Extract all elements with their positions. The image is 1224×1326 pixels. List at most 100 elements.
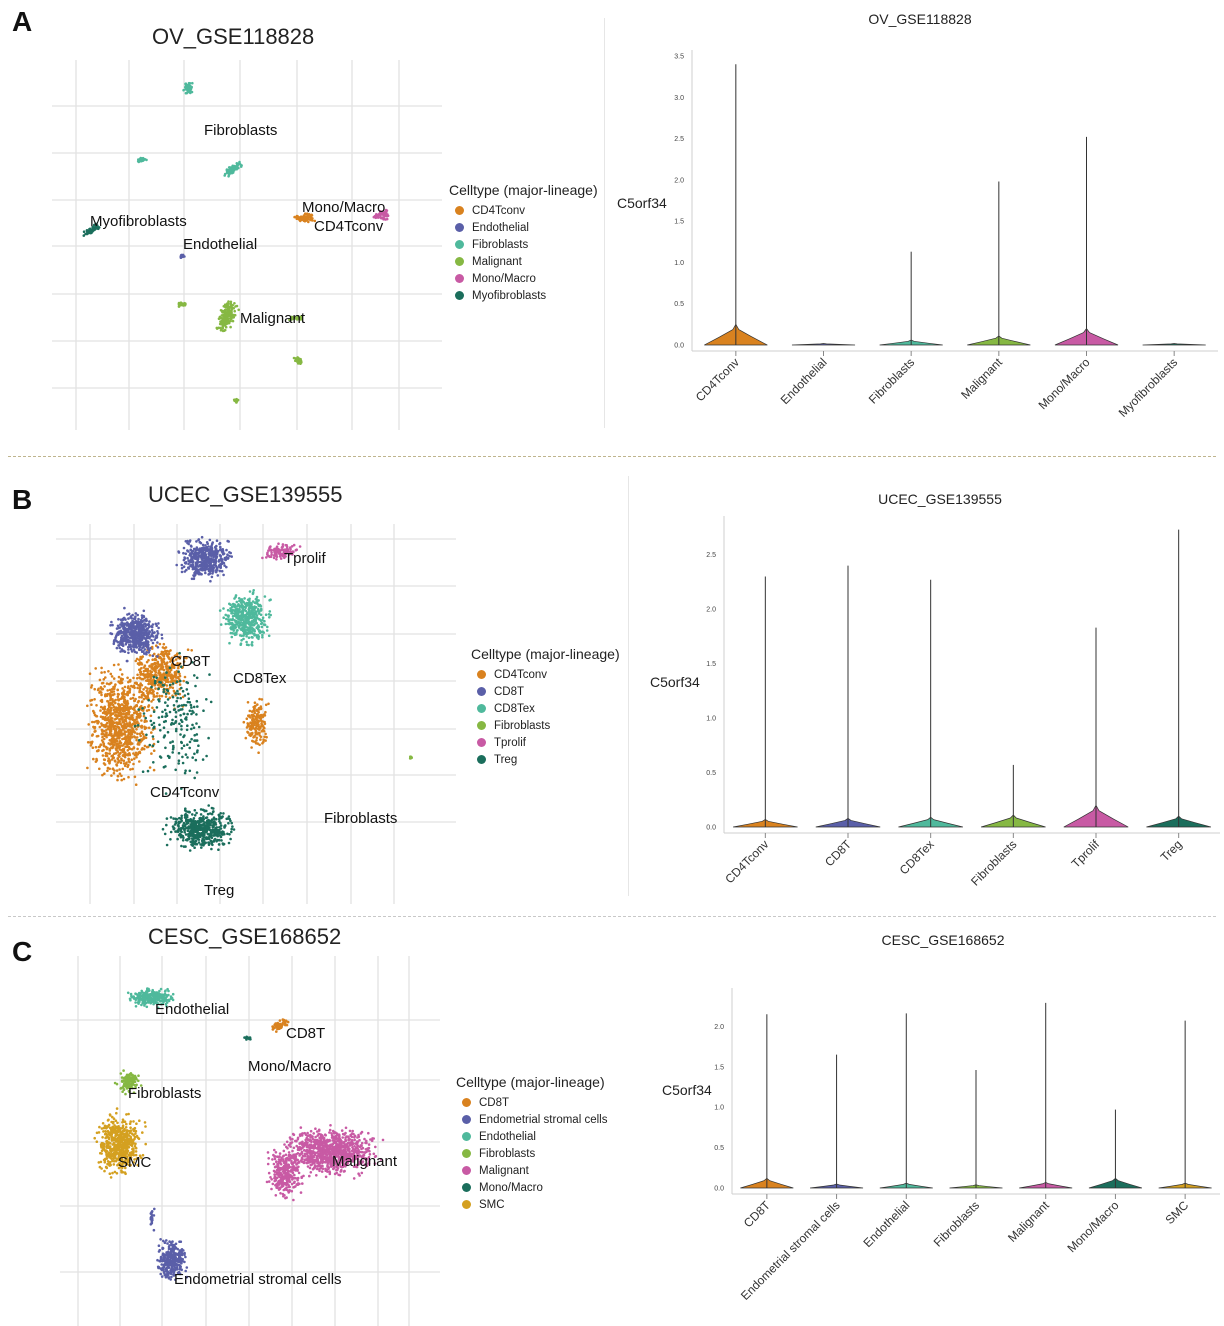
cell-point [137,1074,140,1077]
cell-point [166,684,169,687]
cell-point [191,559,194,562]
legend-item: Mono/Macro [449,270,598,287]
cell-point [139,656,142,659]
cell-point [255,730,258,733]
cell-point [107,716,110,719]
cell-point [231,619,234,622]
cell-point [155,674,158,677]
legend-item: CD4Tconv [471,666,620,683]
cell-point [217,327,220,330]
cell-point [218,560,221,563]
cell-point [203,834,206,837]
cell-point [124,733,127,736]
cell-point [189,770,192,773]
umap-cluster-label: CD8T [171,653,210,670]
cell-point [110,720,113,723]
cell-point [121,768,124,771]
umap-points [93,987,384,1281]
cell-point [143,622,146,625]
cell-point [152,998,155,1001]
cell-point [227,300,230,303]
cell-point [226,833,229,836]
cell-point [127,628,130,631]
cell-point [281,1023,284,1026]
cell-point [141,632,144,635]
cell-point [226,817,229,820]
cell-point [210,842,213,845]
cell-point [117,726,120,729]
cell-point [89,232,92,235]
cell-point [195,840,198,843]
cell-point [257,638,260,641]
cell-point [177,676,180,679]
cell-point [199,555,202,558]
cell-point [163,653,166,656]
cell-point [260,609,263,612]
cell-point [134,992,137,995]
cell-point [122,710,125,713]
cell-point [157,622,160,625]
cell-point [227,623,230,626]
cell-point [117,631,120,634]
cell-point [103,685,106,688]
cell-point [147,644,150,647]
cell-point [212,811,215,814]
cell-point [110,727,113,730]
cell-point [142,770,145,773]
cell-point [255,626,258,629]
y-tick-label: 1.0 [706,716,716,723]
cell-point [245,616,248,619]
cell-point [125,640,128,643]
cell-point [223,833,226,836]
cell-point [127,758,130,761]
cell-point [144,745,147,748]
cell-point [127,687,130,690]
cell-point [269,546,272,549]
cell-point [307,221,310,224]
cell-point [244,606,247,609]
cell-point [121,687,124,690]
cell-point [225,623,228,626]
cell-point [252,591,255,594]
cell-point [128,1075,131,1078]
cell-point [205,817,208,820]
cell-point [169,680,172,683]
cell-point [225,566,228,569]
cell-point [124,686,127,689]
cell-point [170,995,173,998]
cell-point [298,216,301,219]
cell-point [129,743,132,746]
cell-point [143,610,146,613]
cell-point [199,561,202,564]
cell-point [138,716,141,719]
cell-point [213,817,216,820]
cell-point [138,996,141,999]
cell-point [141,647,144,650]
cell-point [188,837,191,840]
cell-point [223,843,226,846]
cell-point [118,644,121,647]
cell-point [208,824,211,827]
cell-point [135,728,138,731]
cell-point [128,640,131,643]
cell-point [185,540,188,543]
cell-point [186,713,189,716]
cell-point [261,636,264,639]
cell-point [212,807,215,810]
cell-point [266,553,269,556]
cell-point [191,724,194,727]
cell-point [219,542,222,545]
cell-point [185,718,188,721]
cell-point [123,607,126,610]
cell-point [161,994,164,997]
cell-point [191,813,194,816]
cell-point [208,553,211,556]
cell-point [135,682,138,685]
cell-point [208,568,211,571]
cell-point [188,811,191,814]
cell-point [236,162,239,165]
cell-point [102,688,105,691]
cell-point [167,698,170,701]
cell-point [144,993,147,996]
